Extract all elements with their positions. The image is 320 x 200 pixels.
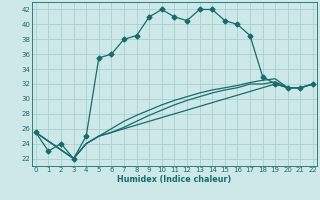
X-axis label: Humidex (Indice chaleur): Humidex (Indice chaleur) bbox=[117, 175, 232, 184]
